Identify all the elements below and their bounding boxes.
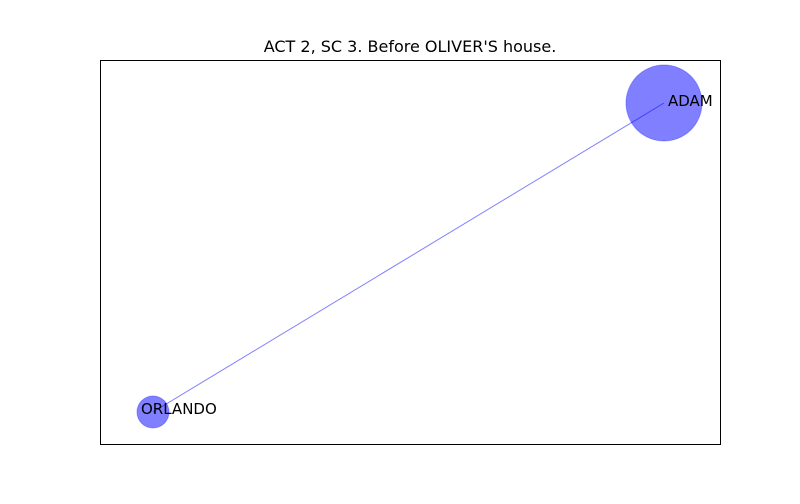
graph-title: ACT 2, SC 3. Before OLIVER'S house. xyxy=(264,37,557,56)
node-label: ORLANDO xyxy=(141,400,217,418)
edge xyxy=(152,102,665,413)
frame xyxy=(100,60,721,445)
node-label: ADAM xyxy=(668,92,713,110)
